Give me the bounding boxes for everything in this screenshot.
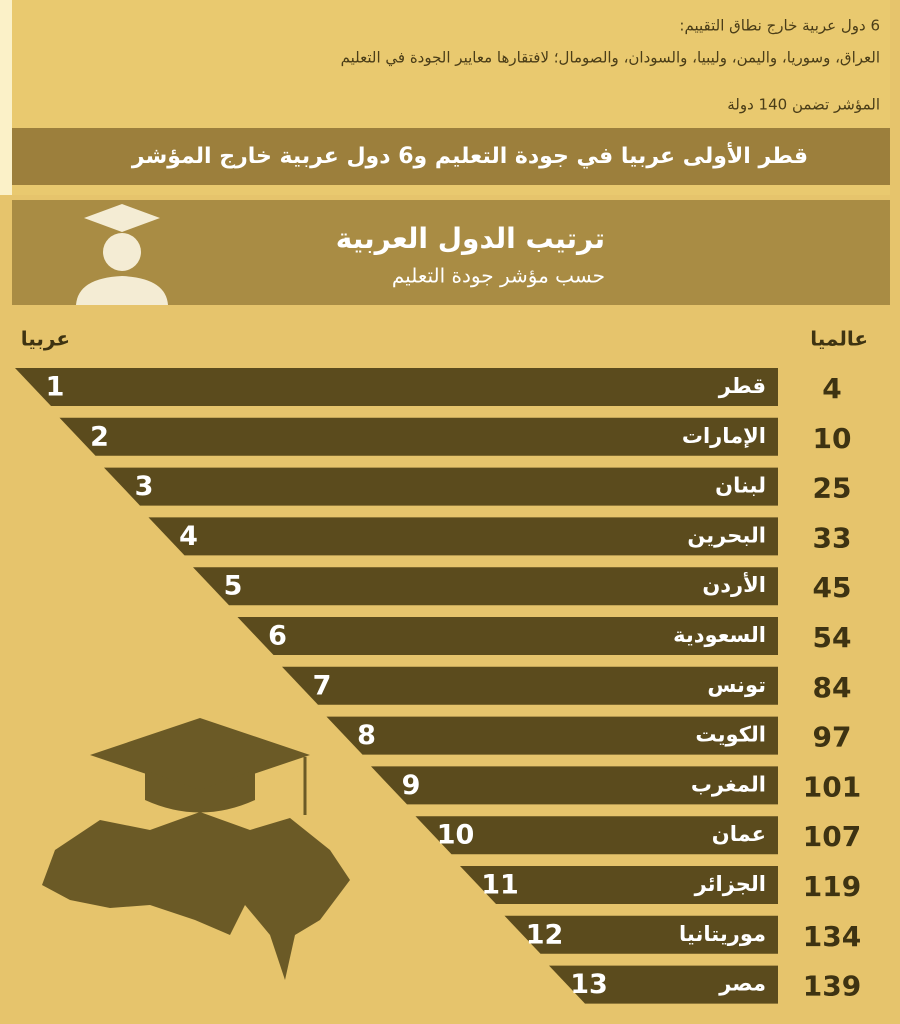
map-cap [42, 718, 350, 980]
world-rank: 10 [813, 422, 852, 455]
arab-map [42, 812, 350, 980]
arab-rank: 9 [402, 770, 421, 801]
rank-bar [549, 965, 778, 1004]
body [76, 276, 168, 305]
world-rank: 107 [803, 820, 861, 853]
country: عمان [712, 822, 766, 846]
arab-rank: 3 [135, 471, 154, 502]
arab-rank: 11 [481, 870, 519, 901]
note: العراق، وسوريا، واليمن، وليبيا، والسودان… [341, 49, 880, 68]
country: قطر [718, 374, 766, 398]
cap-base [145, 770, 255, 813]
rank-bar [193, 567, 778, 606]
rank-bar [59, 417, 778, 456]
country: تونس [707, 673, 766, 697]
world-rank: 101 [803, 770, 861, 803]
country: الجزائر [694, 872, 766, 896]
arab-rank: 4 [179, 521, 198, 552]
world-rank: 84 [813, 671, 852, 704]
note: المؤشر تضمن 140 دولة [727, 96, 880, 114]
rank-bar [460, 866, 778, 904]
note: 6 دول عربية خارج نطاق التقييم: [679, 17, 880, 36]
rank-bar [371, 766, 778, 805]
arab-rank: 1 [46, 372, 65, 403]
arab-rank: 7 [313, 670, 332, 701]
column-header: عالميا [810, 327, 868, 351]
country: الإمارات [682, 424, 766, 448]
head [103, 233, 141, 271]
column-header: عربيا [21, 327, 70, 351]
arab-rank: 8 [357, 720, 376, 751]
banner-text: قطر الأولى عربيا في جودة التعليم و6 دول … [131, 141, 808, 169]
world-rank: 45 [813, 571, 852, 604]
arab-rank: 10 [437, 820, 475, 851]
world-rank: 97 [813, 721, 852, 754]
world-rank: 4 [822, 372, 841, 405]
rank-bar [148, 517, 778, 556]
rank-bar [237, 617, 778, 655]
subtitle: حسب مؤشر جودة التعليم [392, 264, 605, 288]
world-rank: 54 [813, 621, 852, 654]
ranking: 1 قطر 4 2 الإمارات 10 3 لبنان 25 4 البحرين 33 5 الأرد… [15, 368, 861, 1004]
arab-rank: 13 [570, 969, 608, 1000]
country: المغرب [691, 772, 766, 796]
cap [84, 204, 160, 232]
rank-bar [504, 915, 778, 954]
rank-bar [104, 467, 778, 506]
world-rank: 139 [803, 970, 861, 1003]
graduate-icon [76, 204, 168, 305]
country: مصر [718, 972, 766, 996]
country: الكويت [695, 723, 766, 747]
country: الأردن [702, 571, 766, 597]
world-rank: 25 [813, 472, 852, 505]
world-rank: 33 [813, 521, 852, 554]
country: لبنان [715, 474, 766, 498]
edge [0, 0, 12, 195]
country: البحرين [687, 523, 766, 547]
rank-bar [326, 716, 778, 755]
country: موريتانيا [679, 922, 766, 946]
country: السعودية [673, 623, 766, 647]
title: ترتيب الدول العربية [336, 222, 605, 255]
arab-rank: 6 [268, 621, 287, 652]
rank-bar [282, 666, 778, 705]
world-rank: 134 [803, 920, 861, 953]
rank-bar [415, 816, 778, 855]
arab-rank: 5 [224, 571, 243, 602]
world-rank: 119 [803, 870, 861, 903]
rank-bar [15, 368, 778, 406]
arab-rank: 12 [526, 919, 564, 950]
arab-rank: 2 [90, 421, 109, 452]
banner [12, 128, 890, 185]
